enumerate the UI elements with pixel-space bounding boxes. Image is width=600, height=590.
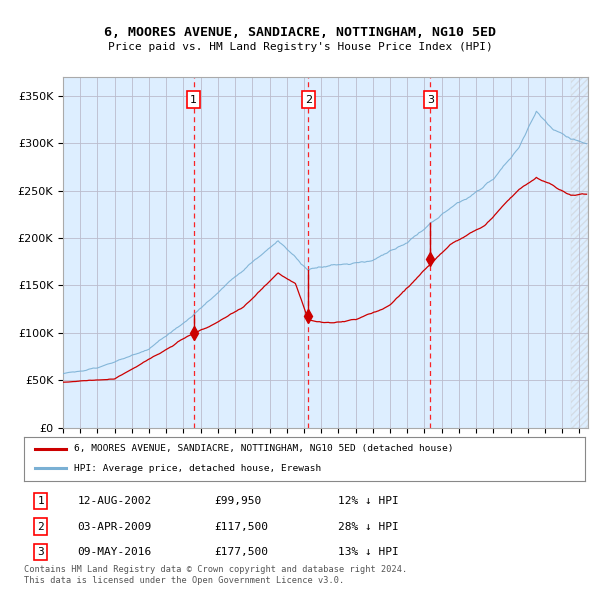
Text: This data is licensed under the Open Government Licence v3.0.: This data is licensed under the Open Gov…: [24, 576, 344, 585]
Text: 6, MOORES AVENUE, SANDIACRE, NOTTINGHAM, NG10 5ED: 6, MOORES AVENUE, SANDIACRE, NOTTINGHAM,…: [104, 26, 496, 39]
Text: HPI: Average price, detached house, Erewash: HPI: Average price, detached house, Erew…: [74, 464, 322, 473]
Text: 03-APR-2009: 03-APR-2009: [77, 522, 152, 532]
Text: 2: 2: [305, 94, 312, 104]
Text: Contains HM Land Registry data © Crown copyright and database right 2024.: Contains HM Land Registry data © Crown c…: [24, 565, 407, 574]
Text: 12-AUG-2002: 12-AUG-2002: [77, 496, 152, 506]
Text: 3: 3: [427, 94, 434, 104]
Text: 12% ↓ HPI: 12% ↓ HPI: [338, 496, 399, 506]
Text: 09-MAY-2016: 09-MAY-2016: [77, 547, 152, 557]
Text: 1: 1: [190, 94, 197, 104]
Text: £177,500: £177,500: [215, 547, 269, 557]
Text: 1: 1: [37, 496, 44, 506]
Text: £117,500: £117,500: [215, 522, 269, 532]
Text: 6, MOORES AVENUE, SANDIACRE, NOTTINGHAM, NG10 5ED (detached house): 6, MOORES AVENUE, SANDIACRE, NOTTINGHAM,…: [74, 444, 454, 454]
Text: 3: 3: [37, 547, 44, 557]
Text: 28% ↓ HPI: 28% ↓ HPI: [338, 522, 399, 532]
Text: Price paid vs. HM Land Registry's House Price Index (HPI): Price paid vs. HM Land Registry's House …: [107, 42, 493, 52]
Text: £99,950: £99,950: [215, 496, 262, 506]
Text: 2: 2: [37, 522, 44, 532]
Text: 13% ↓ HPI: 13% ↓ HPI: [338, 547, 399, 557]
